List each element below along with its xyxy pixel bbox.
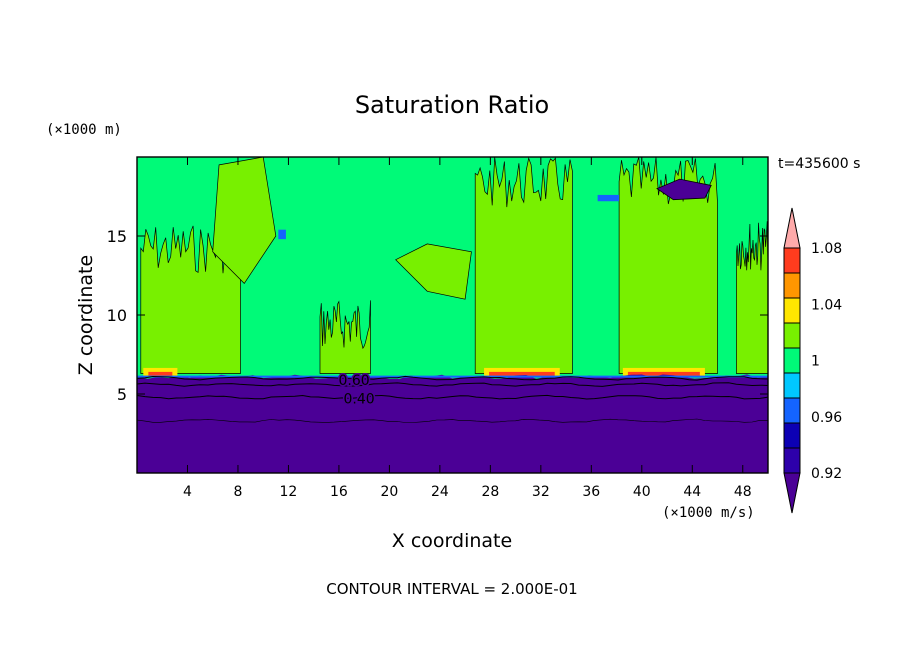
chart-title: Saturation Ratio xyxy=(355,91,549,119)
x-tick-label: 40 xyxy=(633,484,651,500)
colorbar-box xyxy=(783,372,801,399)
colorbar-max-arrow xyxy=(783,207,801,249)
colorbar-tick-label: 1.08 xyxy=(811,241,842,257)
x-tick-label: 12 xyxy=(280,484,298,500)
colorbar-box xyxy=(783,347,801,374)
x-tick-label: 20 xyxy=(380,484,398,500)
y-axis-ticks: 5 10 15 xyxy=(107,227,768,404)
colorbar-box xyxy=(783,447,801,474)
x-unit-label: (×1000 m/s) xyxy=(662,505,755,521)
colorbar-tick-label: 1 xyxy=(811,354,820,370)
colorbar-tick-label: 0.96 xyxy=(811,410,842,426)
x-tick-label: 16 xyxy=(330,484,348,500)
band-supersaturated xyxy=(736,221,768,374)
colorbar: 0.92 0.96 1 1.04 1.08 xyxy=(783,207,842,514)
colorbar-min-arrow xyxy=(783,472,801,514)
y-axis-label: Z coordinate xyxy=(75,255,97,375)
x-axis-ticks: 4 8 12 16 20 24 28 32 36 40 44 48 xyxy=(183,157,752,500)
contour-line xyxy=(137,418,768,423)
y-tick-label: 5 xyxy=(117,385,127,404)
x-tick-label: 28 xyxy=(481,484,499,500)
colorbar-box xyxy=(783,397,801,424)
band-1-08 xyxy=(148,371,173,376)
colorbar-tick-label: 1.04 xyxy=(811,297,842,313)
colorbar-box xyxy=(783,272,801,299)
contour-line xyxy=(137,394,768,400)
contour-line xyxy=(137,375,768,381)
x-tick-label: 44 xyxy=(683,484,701,500)
band-1-08 xyxy=(489,371,555,376)
contour-labels: 0.60 0.40 xyxy=(337,371,376,409)
band-supersaturated xyxy=(474,157,573,374)
time-label: t=435600 s xyxy=(778,156,860,172)
contour-line xyxy=(137,382,768,387)
x-tick-label: 36 xyxy=(582,484,600,500)
colorbar-box xyxy=(783,297,801,324)
x-tick-label: 4 xyxy=(183,484,192,500)
band-supersaturated xyxy=(212,157,277,284)
band-below-0-92 xyxy=(137,374,768,473)
y-tick-label: 15 xyxy=(107,227,127,246)
band-supersaturated xyxy=(395,243,472,300)
x-tick-label: 32 xyxy=(532,484,550,500)
x-tick-label: 8 xyxy=(233,484,242,500)
contour-lines xyxy=(137,375,768,423)
colorbar-box xyxy=(783,322,801,349)
contour-interval-footer: CONTOUR INTERVAL = 2.000E-01 xyxy=(326,580,577,598)
x-axis-label: X coordinate xyxy=(392,530,512,552)
contour-label: 0.40 xyxy=(344,392,375,408)
colorbar-box xyxy=(783,422,801,449)
colorbar-box xyxy=(783,247,801,274)
band-0-96 xyxy=(278,229,286,240)
colorbar-tick-label: 0.92 xyxy=(811,466,842,482)
x-tick-label: 48 xyxy=(734,484,752,500)
band-1-08 xyxy=(627,371,700,376)
band-supersaturated xyxy=(319,300,371,374)
heatmap-field xyxy=(137,157,768,473)
x-tick-label: 24 xyxy=(431,484,449,500)
band-0-92 xyxy=(656,178,712,201)
y-tick-label: 10 xyxy=(107,306,127,325)
contour-label: 0.60 xyxy=(338,373,369,389)
y-unit-label: (×1000 m) xyxy=(46,122,122,138)
band-0-96 xyxy=(597,194,620,202)
